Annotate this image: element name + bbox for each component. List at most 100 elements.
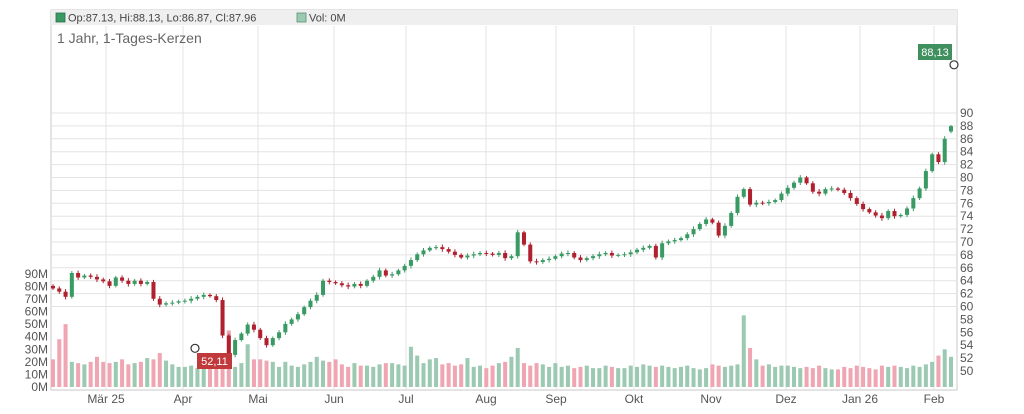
volume-bar [245,344,250,387]
volume-bar [170,364,175,387]
candle-body [364,280,369,286]
volume-bar [50,359,56,387]
candle-body [164,303,169,305]
volume-bar [641,364,646,387]
candle-body [823,189,828,194]
axis-layer: Mär 25 Apr Mai Jun Jul Aug Sep Okt Nov Dez Jan 26 F… [25,106,974,406]
price-tick-label: 78 [960,183,974,197]
volume-bar [270,361,275,387]
candle-body [352,283,357,287]
candle-body [635,249,640,253]
x-tick-label: Mär 25 [87,392,125,406]
candle-body [622,254,627,256]
price-tick-label: 62 [960,287,974,301]
volume-bar [710,364,715,387]
volume-bar [528,365,533,387]
volume-bar [295,366,300,387]
volume-bar [672,368,677,387]
volume-bar [917,366,922,387]
candle-body [722,225,727,236]
volume-bar [810,368,815,387]
volume-bar [239,363,244,387]
candle-body [63,291,68,297]
candle-body [917,188,922,199]
candle-body [132,280,137,284]
volume-bar [402,365,407,387]
candle-body [333,281,338,284]
volume-bar [930,361,935,387]
price-tick-label: 84 [960,145,974,159]
candle-body [484,252,489,254]
volume-bar [716,365,721,387]
candle-body [804,177,809,184]
price-tick-label: 66 [960,261,974,275]
volume-bar [735,364,740,387]
volume-bar [113,361,118,387]
candle-body [534,261,539,263]
candle-body [465,255,470,258]
candle-body [239,333,244,341]
volume-bar [126,364,131,387]
candle-body [50,285,56,289]
price-tick-label: 58 [960,312,974,326]
volume-bar [886,366,891,387]
volume-bar [534,363,539,387]
volume-bar [766,364,771,387]
candle-body [666,241,671,244]
candle-body [748,189,753,205]
candle-body [879,215,884,219]
price-tick-label: 54 [960,338,974,352]
candle-body [729,212,734,226]
candle-body [842,189,847,193]
x-tick-label: Jan 26 [842,392,878,406]
candle-body [327,280,332,282]
volume-bar [164,360,169,387]
price-tick-label: 52 [960,351,974,365]
volume-bar [898,366,903,387]
volume-bar [251,359,256,387]
candle-body [415,254,420,261]
candle-body [427,247,432,251]
volume-layer [50,315,954,387]
x-tick-label: Nov [700,392,721,406]
volume-bar [408,346,413,387]
volume-bar [565,365,570,387]
volume-bar [842,366,847,387]
low-marker-circle [190,343,200,353]
candle-body [126,280,131,284]
volume-bar [427,359,432,387]
volume-bar [748,348,753,387]
candle-body [754,202,759,205]
volume-bar [854,365,859,387]
volume-bar [873,369,878,387]
volume-bar [459,364,464,387]
candle-body [911,198,916,209]
volume-bar [377,364,382,387]
volume-bar [597,368,602,387]
volume-tick-label: 90M [25,267,48,281]
volume-bar [383,363,388,387]
volume-bar [628,365,633,387]
volume-bar [339,364,344,387]
candle-body [270,338,275,346]
volume-bar [791,366,797,387]
candle-body [145,281,150,284]
volume-bar [509,356,514,387]
candle-body [88,275,93,277]
candle-body [653,245,658,258]
candle-body [597,254,602,257]
volume-bar [283,361,288,387]
volume-bar [603,365,608,387]
volume-bar [314,356,319,387]
volume-bar [685,365,690,387]
price-tick-label: 50 [960,364,974,378]
candle-body [107,281,112,286]
volume-bar [741,315,746,387]
candle-body [459,254,464,258]
volume-bar [220,356,225,387]
price-tick-label: 64 [960,274,974,288]
volume-bar [258,359,263,387]
candle-body [314,294,319,301]
volume-bar [879,365,884,387]
